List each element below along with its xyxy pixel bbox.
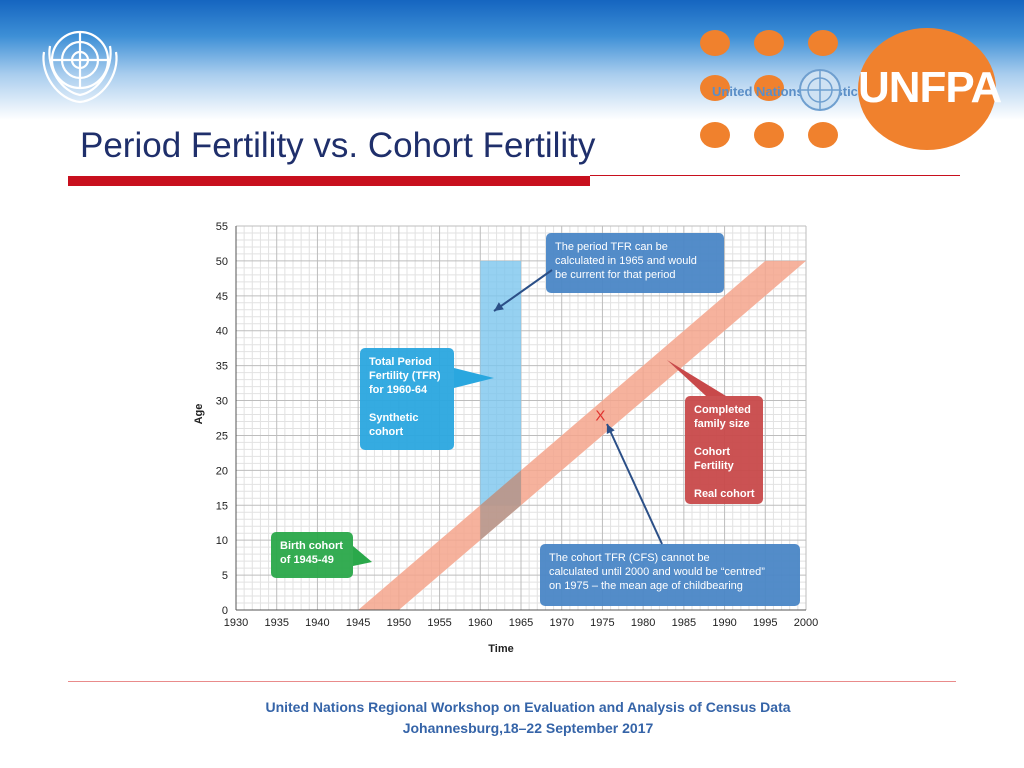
callout-text: Fertility [694, 460, 735, 472]
arrow-shaft [493, 269, 553, 312]
callout-text: calculated in 1965 and would [555, 255, 697, 267]
callout-box [540, 544, 800, 606]
cohort-band [358, 260, 806, 610]
callout-text: cohort [369, 426, 404, 438]
x-tick-label: 1970 [549, 617, 573, 629]
footer-rule [68, 681, 956, 682]
callout-text: The cohort TFR (CFS) cannot be [549, 552, 710, 564]
orange-dot-5 [754, 75, 784, 101]
y-tick-label: 20 [216, 465, 228, 477]
arrow-shaft [606, 423, 663, 545]
orange-dot-3 [808, 30, 838, 56]
band-overlap [480, 470, 521, 541]
callout-cohort-tfr: The cohort TFR (CFS) cannot be calculated… [540, 544, 800, 606]
callout-box [360, 348, 454, 450]
callout-box [546, 233, 724, 293]
callout-birth-cohort: Birth cohort of 1945-49 [271, 532, 372, 578]
x-tick-label: 1940 [305, 617, 329, 629]
orange-dot-2 [754, 30, 784, 56]
y-tick-label: 40 [216, 326, 228, 338]
x-tick-label: 1950 [387, 617, 411, 629]
y-axis-label: Age [193, 404, 205, 425]
callout-text: Fertility (TFR) [369, 370, 441, 382]
callout-text: for 1960-64 [369, 384, 428, 396]
callout-period-tfr: The period TFR can be calculated in 1965 … [546, 233, 724, 293]
y-tick-label: 50 [216, 256, 228, 268]
y-tick-label: 30 [216, 396, 228, 408]
arrow-cohort-tfr [606, 423, 663, 545]
y-tick-label: 35 [216, 361, 228, 373]
y-tick-label: 10 [216, 535, 228, 547]
y-tick-label: 15 [216, 500, 228, 512]
callout-text: Real cohort [694, 488, 755, 500]
arrow-head [606, 424, 615, 434]
cfs-marker: X [595, 408, 605, 425]
x-tick-label: 1955 [427, 617, 451, 629]
orange-dot-6 [700, 122, 730, 148]
callout-box [685, 396, 763, 504]
callout-total-period: Total Period Fertility (TFR) for 1960-64 Sy… [360, 348, 494, 450]
x-tick-label: 1990 [712, 617, 736, 629]
x-tick-label: 1935 [264, 617, 288, 629]
x-tick-label: 1980 [631, 617, 655, 629]
x-tick-label: 1960 [468, 617, 492, 629]
x-tick-label: 1985 [672, 617, 696, 629]
callout-text: family size [694, 418, 750, 430]
callout-box [271, 532, 353, 578]
x-tick-label: 1995 [753, 617, 777, 629]
callout-tail [353, 546, 372, 566]
period-tfr-band [480, 260, 521, 506]
callout-completed: Completed family size Cohort Fertility Real … [667, 360, 763, 504]
un-globe-icon [799, 69, 841, 111]
callout-tail [454, 368, 494, 388]
callout-text: The period TFR can be [555, 241, 668, 253]
unfpa-logo-text: UNFPA [858, 63, 1002, 112]
callout-text: on 1975 – the mean age of childbearing [549, 580, 743, 592]
un-emblem-icon [42, 30, 118, 104]
orange-dot-1 [700, 30, 730, 56]
y-tick-label: 45 [216, 291, 228, 303]
callout-text: Completed [694, 404, 751, 416]
footer-location: Johannesburg,18–22 September 2017 [402, 720, 654, 736]
orange-dot-4 [700, 75, 730, 101]
arrow-period-tfr [493, 269, 553, 312]
orange-dot-8 [808, 122, 838, 148]
x-tick-label: 1945 [346, 617, 370, 629]
arrow-head [494, 302, 504, 311]
footer-workshop: United Nations Regional Workshop on Eval… [265, 699, 791, 715]
x-tick-label: 1930 [224, 617, 248, 629]
callout-text: Birth cohort [280, 540, 343, 552]
callout-text: Total Period [369, 356, 432, 368]
x-tick-label: 2000 [794, 617, 818, 629]
callout-text: calculated until 2000 and would be “cent… [549, 566, 765, 578]
callout-tail [667, 360, 726, 396]
x-tick-label: 1975 [590, 617, 614, 629]
orange-dot-7 [754, 122, 784, 148]
y-tick-label: 55 [216, 221, 228, 233]
x-axis-label: Time [488, 643, 513, 655]
title-underline [68, 176, 590, 186]
y-tick-label: 5 [222, 570, 228, 582]
callout-text: Cohort [694, 446, 730, 458]
header-band [0, 0, 1024, 120]
slide-title: Period Fertility vs. Cohort Fertility [80, 126, 596, 165]
y-tick-label: 0 [222, 605, 228, 617]
x-tick-label: 1965 [509, 617, 533, 629]
fertility-chart: 1930 1935 1940 1945 1950 1955 1960 1965 1970 1975… [193, 221, 818, 655]
title-underline-thin [590, 175, 960, 176]
callout-text: be current for that period [555, 269, 675, 281]
y-tick-label: 25 [216, 430, 228, 442]
unfpa-logo [858, 28, 996, 150]
callout-text: Synthetic [369, 412, 419, 424]
callout-text: of 1945-49 [280, 554, 334, 566]
